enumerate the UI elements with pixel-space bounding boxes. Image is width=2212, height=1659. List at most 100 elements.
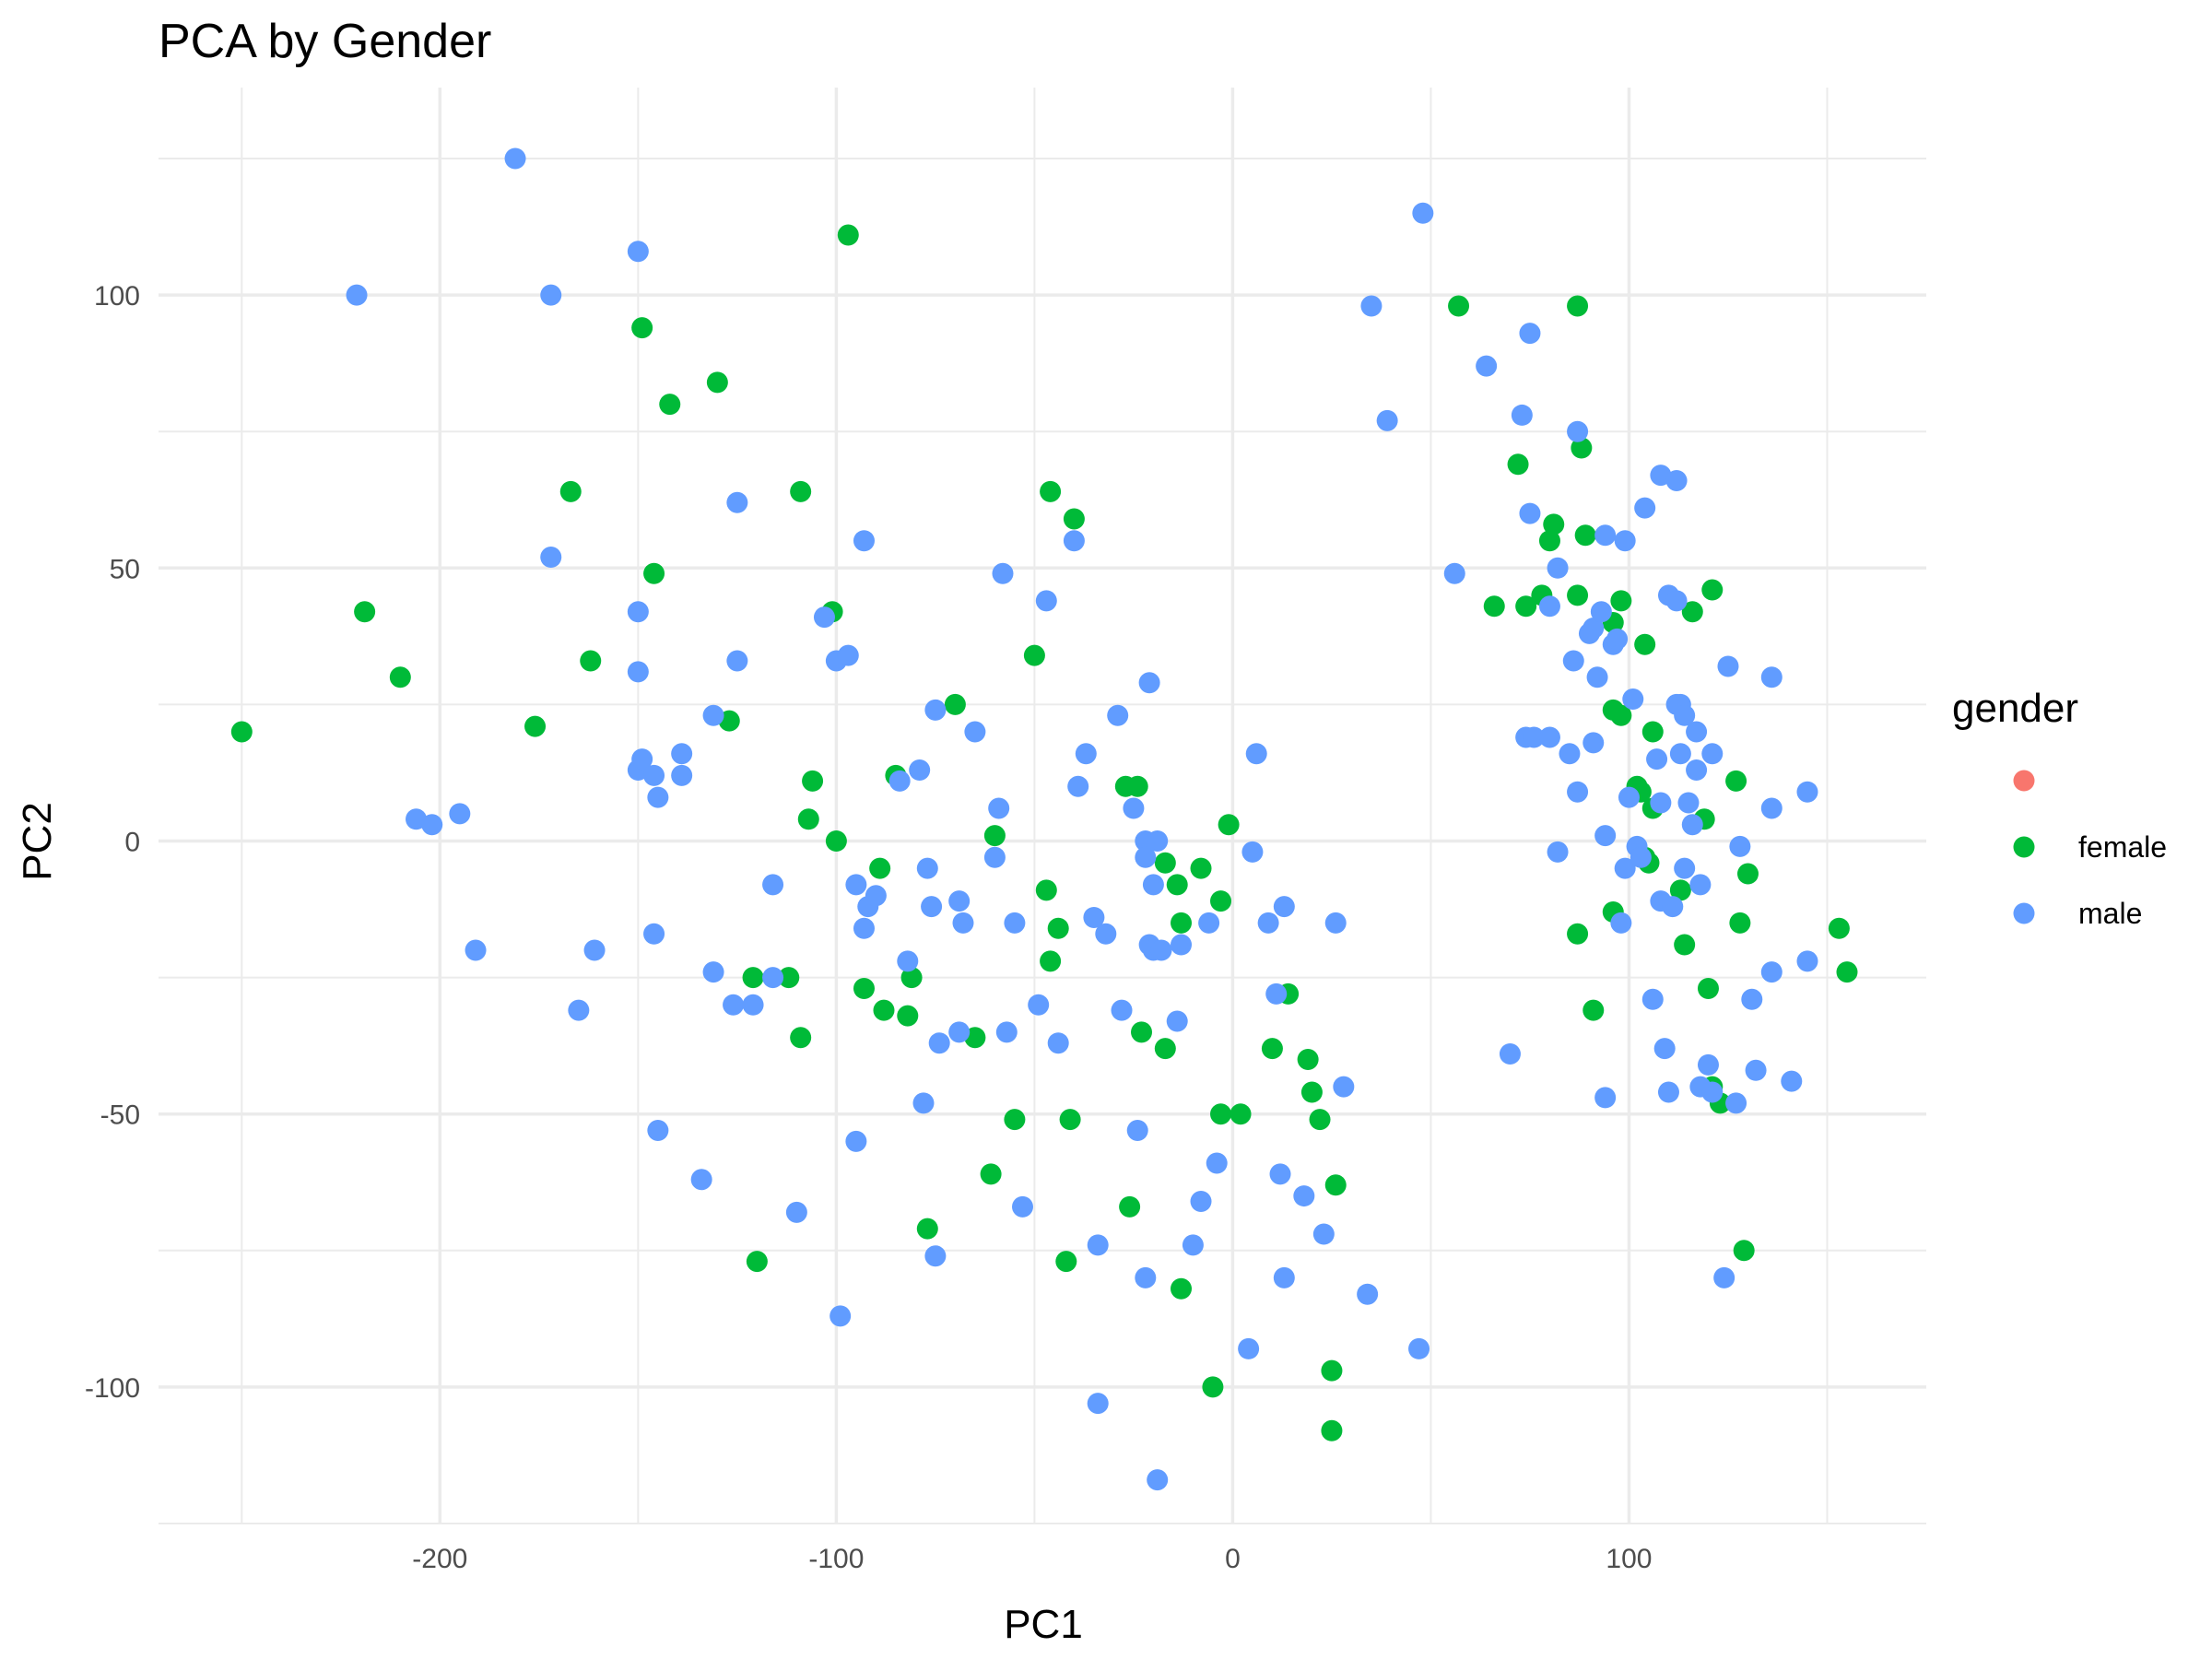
point-male: [988, 797, 1010, 819]
point-female: [631, 317, 653, 339]
point-male: [1686, 759, 1708, 781]
point-female: [1300, 1081, 1323, 1103]
point-male: [1063, 530, 1085, 552]
point-male: [449, 803, 471, 825]
point-male: [1760, 666, 1783, 688]
point-male: [853, 530, 875, 552]
point-male: [1171, 934, 1193, 956]
point-female: [897, 1005, 919, 1027]
point-male: [1796, 950, 1818, 972]
point-male: [1269, 1163, 1291, 1185]
point-female: [900, 967, 923, 989]
point-male: [924, 1245, 947, 1267]
x-tick-label: 0: [1225, 1544, 1241, 1574]
point-female: [230, 721, 253, 743]
point-male: [897, 950, 919, 972]
point-male: [702, 704, 724, 726]
point-male: [1729, 835, 1751, 857]
point-male: [1630, 846, 1652, 868]
point-female: [983, 825, 1006, 847]
point-female: [1669, 879, 1691, 901]
y-tick-label: -100: [85, 1373, 140, 1404]
point-male: [1567, 781, 1589, 803]
point-male: [983, 846, 1006, 868]
point-male: [1590, 601, 1612, 623]
point-female: [1063, 508, 1085, 530]
point-male: [1594, 825, 1617, 847]
point-male: [643, 764, 665, 786]
point-male: [1147, 1469, 1169, 1491]
point-female: [1634, 633, 1656, 655]
y-tick-label: -50: [100, 1100, 140, 1131]
point-male: [1075, 743, 1097, 765]
point-male: [992, 562, 1014, 584]
point-male: [1567, 420, 1589, 442]
point-male: [540, 284, 562, 306]
point-female: [1210, 890, 1232, 912]
point-male: [1142, 874, 1164, 896]
legend-key-male: [2013, 902, 2035, 924]
point-male: [1357, 1283, 1379, 1305]
point-female: [1059, 1109, 1081, 1131]
point-female: [1567, 295, 1589, 317]
point-male: [1646, 748, 1668, 771]
chart-title: PCA by Gender: [159, 15, 491, 68]
point-female: [1583, 999, 1605, 1021]
point-male: [1547, 841, 1569, 863]
point-female: [1697, 977, 1719, 999]
point-male: [647, 1119, 669, 1141]
point-male: [1198, 912, 1220, 934]
point-female: [1674, 934, 1696, 956]
point-female: [1004, 1109, 1026, 1131]
point-male: [1333, 1076, 1355, 1098]
point-male: [1273, 896, 1295, 918]
point-male: [1669, 743, 1691, 765]
point-male: [1376, 409, 1398, 431]
point-male: [647, 786, 669, 808]
point-male: [1610, 912, 1632, 934]
point-female: [1154, 1038, 1176, 1060]
point-male: [346, 284, 368, 306]
point-female: [980, 1163, 1002, 1185]
point-female: [1515, 595, 1537, 618]
point-female: [1309, 1109, 1331, 1131]
point-male: [1123, 797, 1145, 819]
grid-minor: [159, 88, 1926, 1524]
point-male: [1241, 841, 1264, 863]
point-female: [1166, 874, 1188, 896]
point-male: [1083, 906, 1105, 928]
point-female: [742, 967, 764, 989]
point-male: [1087, 1393, 1109, 1415]
point-male: [1245, 743, 1267, 765]
point-male: [1594, 1087, 1617, 1109]
point-female: [790, 1027, 812, 1049]
point-male: [1011, 1195, 1033, 1218]
point-male: [1681, 814, 1703, 836]
point-female: [1126, 775, 1148, 797]
point-male: [1150, 939, 1172, 961]
point-male: [912, 1092, 935, 1114]
point-male: [785, 1201, 807, 1223]
point-female: [1040, 480, 1062, 502]
point-female: [916, 1218, 938, 1240]
point-female: [1483, 595, 1505, 618]
y-tick-label: 0: [124, 828, 140, 858]
point-female: [559, 480, 582, 502]
point-female: [706, 371, 728, 394]
point-female: [1610, 704, 1632, 726]
point-male: [723, 994, 745, 1016]
point-male: [1622, 688, 1644, 710]
point-female: [1543, 513, 1565, 535]
point-male: [1028, 994, 1050, 1016]
point-female: [1202, 1376, 1224, 1398]
point-female: [1610, 590, 1632, 612]
point-male: [1760, 961, 1783, 983]
x-axis-title: PC1: [1004, 1602, 1083, 1647]
point-female: [1836, 961, 1858, 983]
point-male: [1781, 1070, 1803, 1092]
point-female: [1567, 923, 1589, 945]
point-male: [762, 967, 784, 989]
point-male: [1067, 775, 1089, 797]
point-male: [1641, 988, 1664, 1010]
point-female: [778, 967, 800, 989]
